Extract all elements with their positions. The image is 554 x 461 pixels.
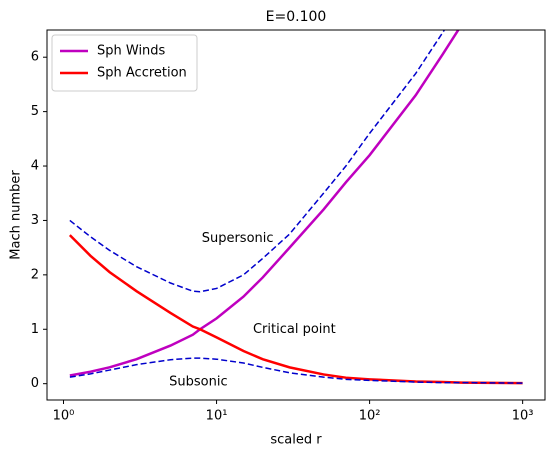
series-line	[68, 234, 523, 385]
y-tick-label: 3	[31, 213, 39, 228]
legend-box	[51, 34, 198, 92]
y-tick-label: 1	[31, 322, 39, 337]
annotation: Subsonic	[169, 375, 227, 390]
y-tick-label: 4	[31, 159, 39, 174]
y-axis-label: Mach number	[9, 170, 24, 260]
y-tick-label: 5	[31, 104, 39, 119]
legend-label: Sph Accretion	[97, 66, 187, 81]
annotation: Supersonic	[202, 231, 274, 246]
y-tick-label: 6	[31, 50, 39, 65]
series-line	[69, 30, 460, 377]
plot-frame	[46, 29, 546, 401]
x-tick-label: 10³	[512, 409, 534, 424]
plot-area	[68, 30, 523, 385]
y-tick-label: 2	[31, 267, 39, 282]
chart-title: E=0.100	[266, 9, 327, 25]
y-tick-label: 0	[31, 376, 39, 391]
legend-label: Sph Winds	[97, 44, 166, 59]
x-tick-label: 10²	[359, 409, 381, 424]
x-tick-label: 10¹	[206, 409, 228, 424]
x-tick-label: 10⁰	[53, 409, 75, 424]
annotation: Critical point	[253, 322, 336, 337]
series-line	[69, 357, 523, 384]
x-axis-label: scaled r	[270, 433, 322, 448]
